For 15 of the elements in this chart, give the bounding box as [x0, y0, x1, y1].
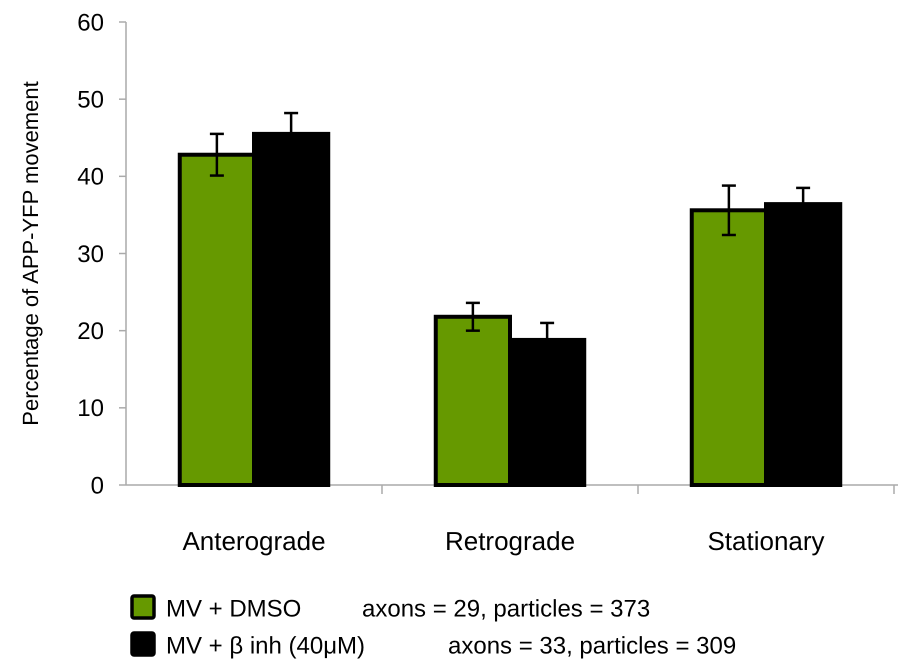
y-tick-label: 0: [90, 472, 104, 500]
y-tick-label: 40: [77, 164, 104, 191]
x-tick-label: Anterograde: [182, 526, 326, 556]
legend-label: MV + DMSO: [166, 595, 302, 622]
text: axons = 33, particles = 309: [448, 632, 736, 660]
x-tick-label: Retrograde: [444, 526, 576, 556]
text: axons = 29, particles = 373: [362, 595, 650, 622]
y-axis-title: Percentage of APP-YFP movement: [18, 81, 43, 426]
x-tick-label: Stationary: [707, 526, 825, 556]
y-tick-label: 10: [77, 395, 104, 422]
legend-label: MV + β inh (40μM): [166, 632, 366, 660]
y-tick-label: 50: [77, 86, 104, 114]
y-tick-label: 60: [77, 9, 104, 36]
y-tick-label: 20: [77, 318, 104, 346]
y-tick-label: 30: [77, 240, 104, 268]
